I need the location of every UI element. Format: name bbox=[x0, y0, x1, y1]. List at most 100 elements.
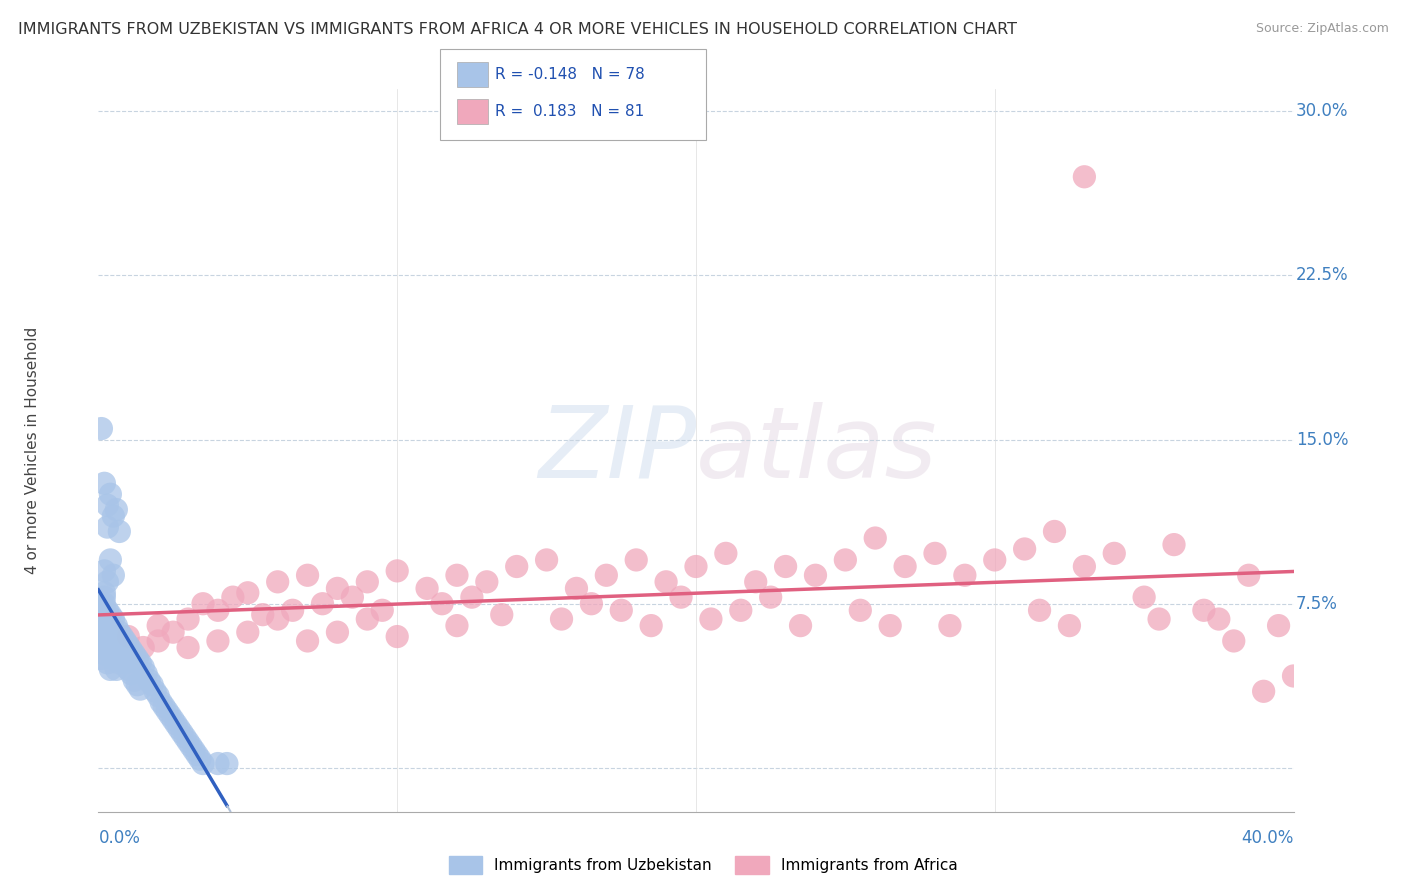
Text: R = -0.148   N = 78: R = -0.148 N = 78 bbox=[495, 67, 645, 81]
Point bbox=[1192, 603, 1215, 617]
Point bbox=[111, 630, 134, 644]
Point bbox=[1223, 634, 1246, 648]
Text: IMMIGRANTS FROM UZBEKISTAN VS IMMIGRANTS FROM AFRICA 4 OR MORE VEHICLES IN HOUSE: IMMIGRANTS FROM UZBEKISTAN VS IMMIGRANTS… bbox=[18, 22, 1018, 37]
Point bbox=[177, 734, 200, 748]
Point bbox=[103, 612, 125, 626]
Point bbox=[177, 640, 200, 655]
Point bbox=[90, 421, 112, 435]
Point bbox=[745, 574, 768, 589]
Point bbox=[1104, 546, 1126, 560]
Point bbox=[236, 586, 259, 600]
Text: 7.5%: 7.5% bbox=[1296, 595, 1337, 613]
Point bbox=[105, 502, 128, 516]
Point bbox=[90, 630, 112, 644]
Point bbox=[103, 651, 125, 665]
Point bbox=[610, 603, 633, 617]
Point bbox=[536, 553, 558, 567]
Point bbox=[117, 638, 139, 652]
Point bbox=[1059, 618, 1081, 632]
Text: 22.5%: 22.5% bbox=[1296, 267, 1348, 285]
Point bbox=[98, 487, 122, 501]
Point bbox=[96, 498, 118, 512]
Point bbox=[90, 651, 112, 665]
Legend: Immigrants from Uzbekistan, Immigrants from Africa: Immigrants from Uzbekistan, Immigrants f… bbox=[443, 850, 963, 880]
Point bbox=[177, 612, 200, 626]
Point bbox=[96, 616, 118, 631]
Point bbox=[789, 618, 811, 632]
Point bbox=[111, 651, 134, 665]
Point bbox=[93, 634, 115, 648]
Point bbox=[105, 618, 128, 632]
Point bbox=[132, 640, 155, 655]
Point bbox=[356, 574, 378, 589]
Point bbox=[103, 630, 125, 644]
Point bbox=[162, 713, 184, 727]
Point bbox=[461, 590, 484, 604]
Point bbox=[98, 640, 122, 655]
Point bbox=[93, 586, 115, 600]
Point bbox=[1028, 603, 1050, 617]
Point bbox=[105, 662, 128, 676]
Point bbox=[96, 656, 118, 670]
Point bbox=[150, 695, 173, 709]
Text: Source: ZipAtlas.com: Source: ZipAtlas.com bbox=[1256, 22, 1389, 36]
Point bbox=[93, 647, 115, 661]
Point bbox=[371, 603, 394, 617]
Point bbox=[924, 546, 946, 560]
Point bbox=[93, 476, 115, 491]
Point bbox=[685, 559, 707, 574]
Point bbox=[865, 531, 887, 545]
Text: 0.0%: 0.0% bbox=[98, 830, 141, 847]
Point bbox=[207, 603, 229, 617]
Point bbox=[475, 574, 498, 589]
Point bbox=[834, 553, 856, 567]
Point bbox=[446, 568, 468, 582]
Point bbox=[311, 597, 333, 611]
Point bbox=[267, 612, 290, 626]
Point bbox=[550, 612, 572, 626]
Point bbox=[215, 756, 238, 771]
Point bbox=[98, 662, 122, 676]
Point bbox=[759, 590, 782, 604]
Text: 30.0%: 30.0% bbox=[1296, 102, 1348, 120]
Point bbox=[385, 564, 409, 578]
Point bbox=[1073, 559, 1095, 574]
Point bbox=[129, 682, 152, 697]
Point bbox=[506, 559, 529, 574]
Point bbox=[103, 509, 125, 524]
Point bbox=[93, 612, 115, 626]
Point bbox=[108, 524, 131, 539]
Point bbox=[108, 656, 131, 670]
Point bbox=[669, 590, 692, 604]
Point bbox=[1208, 612, 1230, 626]
Point bbox=[98, 607, 122, 622]
Text: 15.0%: 15.0% bbox=[1296, 431, 1348, 449]
Point bbox=[153, 699, 176, 714]
Point bbox=[446, 618, 468, 632]
Point bbox=[565, 582, 588, 596]
Point bbox=[297, 634, 319, 648]
Point bbox=[98, 553, 122, 567]
Point bbox=[730, 603, 752, 617]
Point bbox=[105, 640, 128, 655]
Point bbox=[385, 630, 409, 644]
Point bbox=[172, 726, 194, 740]
Point bbox=[849, 603, 872, 617]
Point bbox=[96, 634, 118, 648]
Point bbox=[90, 597, 112, 611]
Point bbox=[156, 704, 179, 718]
Point bbox=[191, 756, 214, 771]
Text: ZIP: ZIP bbox=[537, 402, 696, 499]
Point bbox=[207, 756, 229, 771]
Point bbox=[1267, 618, 1289, 632]
Point bbox=[1014, 541, 1036, 556]
Point bbox=[1282, 669, 1305, 683]
Point bbox=[90, 607, 112, 622]
Point bbox=[135, 666, 157, 681]
Point bbox=[90, 618, 112, 632]
Point bbox=[700, 612, 723, 626]
Point bbox=[804, 568, 827, 582]
Point bbox=[129, 656, 152, 670]
Point bbox=[127, 678, 149, 692]
Point bbox=[93, 590, 115, 604]
